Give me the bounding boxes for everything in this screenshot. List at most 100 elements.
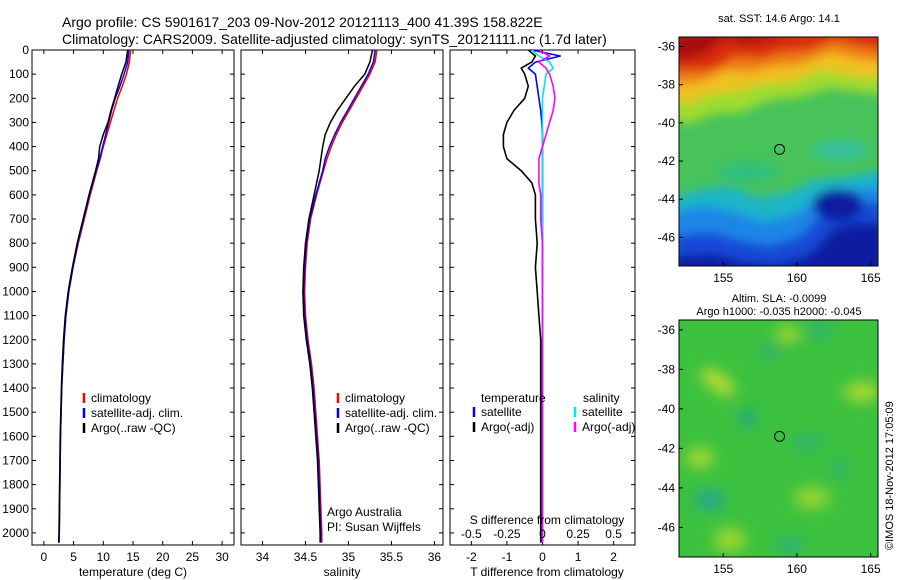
legend-label: satellite-adj. clim. <box>91 406 183 420</box>
legend-label: Argo(..raw -QC) <box>345 421 430 435</box>
map-y-tick-label: -38 <box>658 362 676 376</box>
sst-map-image <box>679 37 878 266</box>
x-tick-label: 35 <box>342 550 356 564</box>
map-y-tick-label: -38 <box>658 78 676 92</box>
sla-map-subtitle: Argo h1000: -0.035 h2000: -0.045 <box>696 306 861 318</box>
depth-tick-label: 1100 <box>3 309 29 323</box>
map-x-tick-label: 155 <box>713 271 733 285</box>
x-tick-label: 25 <box>186 550 200 564</box>
sla-map-title: Altim. SLA: -0.0099 <box>732 293 827 305</box>
depth-tick-label: 400 <box>9 140 29 154</box>
title-line1: Argo profile: CS 5901617_203 09-Nov-2012… <box>62 14 543 30</box>
title-line2: Climatology: CARS2009. Satellite-adjuste… <box>62 31 607 47</box>
x-tick-label: 2 <box>610 550 617 564</box>
s-difference-tick-labels: -0.5 -0.25 0 0.25 0.5 <box>461 527 622 541</box>
sst-map-panel: sat. SST: 14.6 Argo: 14.1 <box>658 13 881 285</box>
temperature-axes-frame <box>31 49 235 546</box>
imos-credit: ©IMOS 18-Nov-2012 17:05:09 <box>884 401 896 550</box>
x-tick-label: 34 <box>256 550 270 564</box>
depth-tick-label: 1900 <box>2 502 29 516</box>
legend-title-salinity: salinity <box>583 391 620 405</box>
legend-label: satellite <box>481 405 522 419</box>
x-tick-label: 5 <box>70 550 77 564</box>
argo-location-marker <box>774 430 786 442</box>
series-line-argo-raw-qc- <box>302 50 374 543</box>
depth-tick-label: 700 <box>9 212 29 226</box>
depth-tick-label: 300 <box>9 115 29 129</box>
legend-label: satellite <box>582 405 623 419</box>
map-x-tick-label: 160 <box>787 271 807 285</box>
depth-tick-label: 800 <box>9 236 29 250</box>
difference-legend: temperature salinitysatelliteArgo(-adj)sa… <box>472 391 635 434</box>
salinity-ticks: 34 34.5 35 35.5 36 <box>241 49 443 564</box>
x-tick-label: 0 <box>539 550 546 564</box>
s-diff-tick-label: 0.5 <box>605 527 622 541</box>
legend-label: Argo(-adj) <box>481 420 534 434</box>
legend-title-temperature: temperature <box>481 391 546 405</box>
difference-lines <box>502 50 562 543</box>
s-difference-xlabel: S difference from climatology <box>470 513 625 527</box>
x-tick-label: 34.5 <box>294 550 318 564</box>
sst-map-frame <box>678 36 879 267</box>
salinity-lines <box>302 50 378 543</box>
x-tick-label: 36 <box>428 550 442 564</box>
salinity-panel: 34 34.5 35 35.5 36 salinity climatologysatel… <box>240 49 444 579</box>
series-line-temperature-argo-adj- <box>502 50 542 543</box>
x-tick-label: -1 <box>502 550 513 564</box>
sst-map-title: sat. SST: 14.6 Argo: 14.1 <box>718 13 840 25</box>
x-tick-label: 10 <box>97 550 111 564</box>
depth-tick-label: 2000 <box>2 526 29 540</box>
s-diff-tick-label: -0.25 <box>493 527 521 541</box>
difference-panel: -2 -1 0 1 2 T difference from climatology S … <box>449 49 636 579</box>
x-tick-label: -2 <box>466 550 477 564</box>
map-y-tick-label: -46 <box>658 230 676 244</box>
map-y-tick-label: -36 <box>658 40 676 54</box>
depth-tick-label: 1500 <box>2 405 29 419</box>
x-tick-label: 15 <box>126 550 140 564</box>
depth-tick-label: 1800 <box>2 478 29 492</box>
depth-tick-labels: 0 100 200 300 400 500 600 700 800 900 1000 1100 1200… <box>2 43 29 540</box>
depth-tick-label: 1200 <box>2 333 29 347</box>
s-diff-tick-label: 0.25 <box>566 527 590 541</box>
map-y-tick-label: -42 <box>658 154 676 168</box>
depth-tick-label: 0 <box>22 43 29 57</box>
depth-tick-label: 1600 <box>2 429 29 443</box>
argo-australia-annotation: Argo Australia <box>327 505 402 519</box>
x-tick-label: 1 <box>575 550 582 564</box>
x-tick-label: 0 <box>41 550 48 564</box>
x-tick-label: 20 <box>156 550 170 564</box>
depth-tick-label: 900 <box>9 260 29 274</box>
map-y-tick-label: -42 <box>658 441 676 455</box>
temperature-lines <box>57 50 132 543</box>
sla-map-frame <box>678 319 879 558</box>
map-y-tick-label: -46 <box>658 520 676 534</box>
depth-tick-label: 1300 <box>2 357 29 371</box>
x-tick-label: 30 <box>215 550 229 564</box>
series-line-climatology <box>303 50 378 543</box>
map-y-tick-label: -40 <box>658 116 676 130</box>
series-line-satellite-adj-clim- <box>302 50 376 543</box>
argo-location-marker <box>774 143 786 155</box>
legend-label: climatology <box>345 391 405 405</box>
x-tick-label: 35.5 <box>380 550 404 564</box>
map-y-tick-label: -44 <box>658 192 676 206</box>
map-x-tick-label: 165 <box>861 562 881 576</box>
t-difference-xlabel: T difference from climatology <box>470 565 624 579</box>
series-line-argo-raw-qc- <box>57 50 129 543</box>
sla-map-panel: Altim. SLA: -0.0099 Argo h1000: -0.035 h… <box>658 293 881 576</box>
sla-map-ticks: 155 160 165 -36 -38 -40 -42 -44 -46 <box>658 323 881 576</box>
depth-tick-label: 200 <box>9 91 29 105</box>
salinity-axes-frame <box>240 49 444 546</box>
map-x-tick-label: 165 <box>861 271 881 285</box>
temperature-ticks: 0 5 10 15 20 25 30 <box>32 49 234 564</box>
depth-tick-label: 1400 <box>2 381 29 395</box>
depth-tick-label: 500 <box>9 164 29 178</box>
depth-tick-label: 1000 <box>2 284 29 298</box>
pi-annotation: PI: Susan Wijffels <box>327 520 421 534</box>
s-diff-tick-label: -0.5 <box>461 527 482 541</box>
depth-tick-label: 600 <box>9 188 29 202</box>
s-diff-tick-label: 0 <box>539 527 546 541</box>
